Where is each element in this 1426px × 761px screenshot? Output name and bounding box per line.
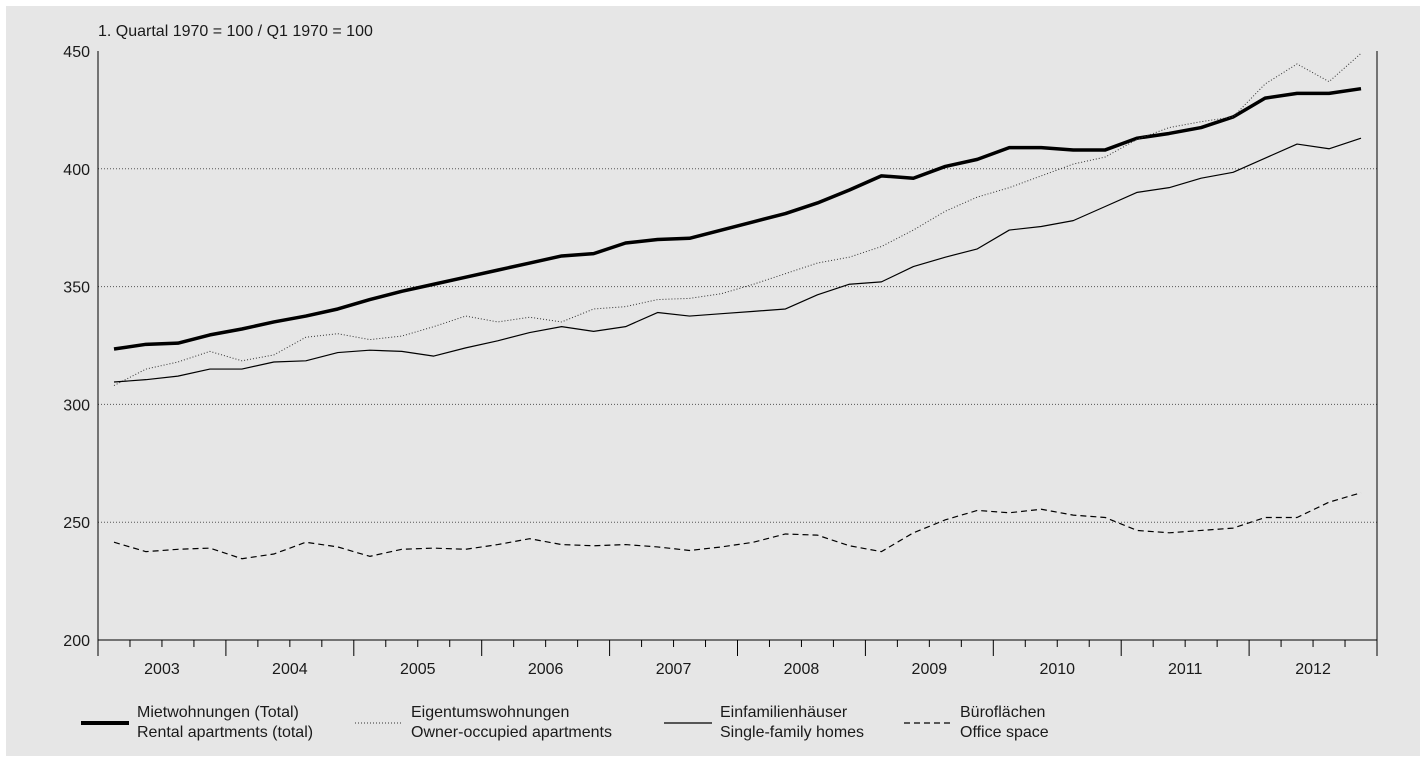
- y-tick-label-300: 300: [63, 397, 90, 414]
- x-tick-label-2005: 2005: [400, 661, 436, 678]
- x-tick-label-2010: 2010: [1039, 661, 1075, 678]
- x-tick-label-2009: 2009: [912, 661, 948, 678]
- line-chart: 200 250 300 350 400 450 2003 2004 2005 2006 2007 20…: [63, 23, 1378, 678]
- grid-lines: [98, 168, 1377, 523]
- x-tick-label-2004: 2004: [272, 661, 308, 678]
- y-tick-label-200: 200: [63, 633, 90, 650]
- x-tick-label-2003: 2003: [144, 661, 180, 678]
- y-tick-label-250: 250: [63, 515, 90, 532]
- series-line-office-space: [113, 492, 1362, 560]
- y-tick-label-400: 400: [63, 162, 90, 179]
- y-tick-label-450: 450: [63, 44, 90, 61]
- series-line-rental-apartments-total: [113, 86, 1362, 351]
- series-line-owner-occupied-apartments: [113, 52, 1362, 386]
- series-lines: [113, 52, 1362, 560]
- x-tick-label-2008: 2008: [784, 661, 820, 678]
- series-line-single-family-homes: [113, 137, 1362, 383]
- x-tick-label-2012: 2012: [1295, 661, 1331, 678]
- unit-label: 1. Quartal 1970 = 100 / Q1 1970 = 100: [98, 23, 373, 40]
- x-tick-label-2007: 2007: [656, 661, 692, 678]
- y-tick-label-350: 350: [63, 280, 90, 297]
- chart-figure: 200 250 300 350 400 450 2003 2004 2005 2006 2007 20…: [6, 6, 1420, 756]
- x-tick-label-2011: 2011: [1168, 661, 1203, 678]
- axes: 200 250 300 350 400 450 2003 2004 2005 2006 2007 20…: [63, 44, 1378, 678]
- x-tick-label-2006: 2006: [528, 661, 564, 678]
